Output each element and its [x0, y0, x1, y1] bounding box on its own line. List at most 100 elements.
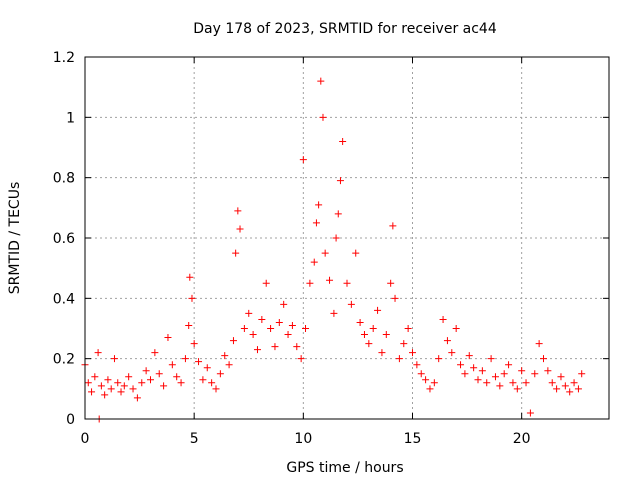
data-point — [496, 382, 504, 390]
data-point — [452, 325, 460, 332]
data-point — [216, 370, 224, 378]
data-point — [360, 331, 368, 339]
data-point — [212, 385, 220, 393]
data-point — [339, 137, 347, 145]
data-point — [234, 207, 242, 215]
y-tick-label: 0.4 — [53, 291, 75, 307]
data-point — [526, 409, 534, 417]
data-point — [395, 355, 403, 363]
data-point — [465, 352, 473, 360]
data-point — [561, 382, 569, 390]
data-point — [240, 325, 248, 332]
data-point — [518, 367, 526, 375]
data-point — [164, 334, 172, 342]
y-tick-label: 0 — [66, 412, 75, 428]
data-point — [389, 222, 397, 230]
data-point — [271, 343, 279, 351]
data-point — [330, 309, 338, 317]
data-point — [232, 249, 240, 257]
data-point — [409, 349, 416, 357]
data-point — [356, 318, 364, 326]
data-point — [249, 331, 257, 339]
data-point — [284, 331, 292, 339]
data-point — [535, 340, 543, 348]
data-point — [288, 321, 296, 329]
data-point — [177, 379, 185, 387]
data-point — [470, 364, 478, 372]
data-point — [319, 113, 327, 121]
data-point — [84, 379, 92, 387]
data-point — [91, 373, 99, 381]
y-axis-label: SRMTID / TECUs — [7, 182, 23, 295]
y-tick-label: 1.2 — [53, 50, 75, 66]
data-point — [387, 279, 395, 287]
data-point — [426, 385, 434, 393]
data-point — [88, 388, 96, 396]
data-point — [457, 361, 465, 369]
data-point — [553, 385, 561, 393]
data-point — [478, 367, 486, 375]
data-point — [374, 306, 382, 314]
data-point — [321, 249, 329, 257]
data-point — [315, 201, 323, 209]
data-point — [160, 382, 168, 390]
data-point — [439, 315, 447, 323]
data-point — [500, 370, 508, 378]
data-point — [365, 340, 373, 348]
data-point — [422, 376, 430, 384]
data-point — [334, 210, 342, 218]
data-point — [117, 388, 125, 396]
data-point — [129, 385, 137, 393]
data-point — [173, 373, 181, 381]
data-point — [267, 325, 275, 332]
x-tick-label: 20 — [513, 431, 531, 447]
data-point — [293, 343, 301, 351]
data-point — [138, 379, 146, 387]
data-point — [306, 279, 314, 287]
data-point — [317, 77, 325, 85]
data-point — [133, 394, 141, 402]
data-point — [190, 340, 198, 348]
data-point — [104, 376, 112, 384]
data-point — [147, 376, 154, 384]
data-point — [522, 379, 530, 387]
data-point — [97, 382, 105, 390]
data-point — [168, 361, 176, 369]
data-point — [221, 352, 229, 360]
data-point — [435, 355, 443, 363]
axis-ticks: 0 0.2 0.4 0.6 0.8 1 1.2 0 5 10 15 20 — [53, 50, 609, 447]
y-tick-label: 0.2 — [53, 352, 75, 368]
data-point — [487, 355, 495, 363]
x-axis-label: GPS time / hours — [286, 460, 403, 476]
data-point — [203, 364, 211, 372]
data-point — [181, 355, 189, 363]
grid-lines — [85, 57, 609, 419]
data-point — [110, 355, 118, 363]
data-point — [225, 361, 233, 369]
data-point — [336, 177, 344, 185]
y-tick-label: 0.8 — [53, 171, 75, 187]
data-point — [253, 346, 261, 354]
x-tick-label: 10 — [294, 431, 312, 447]
data-point — [483, 379, 491, 387]
data-point — [245, 309, 253, 317]
data-point — [312, 219, 320, 227]
y-tick-label: 1 — [66, 110, 75, 126]
data-point — [417, 370, 425, 378]
data-point — [570, 379, 578, 387]
data-point — [548, 379, 556, 387]
data-point — [557, 373, 565, 381]
data-point — [275, 318, 283, 326]
data-point — [369, 325, 377, 332]
data-point — [413, 361, 421, 369]
x-tick-label: 0 — [81, 431, 90, 447]
data-point — [509, 379, 517, 387]
data-point — [400, 340, 408, 348]
data-point — [505, 361, 513, 369]
y-tick-label: 0.6 — [53, 231, 75, 247]
data-point — [107, 385, 115, 393]
data-point — [236, 225, 244, 233]
data-point — [94, 349, 102, 357]
data-point — [185, 321, 193, 329]
data-point — [280, 300, 288, 308]
